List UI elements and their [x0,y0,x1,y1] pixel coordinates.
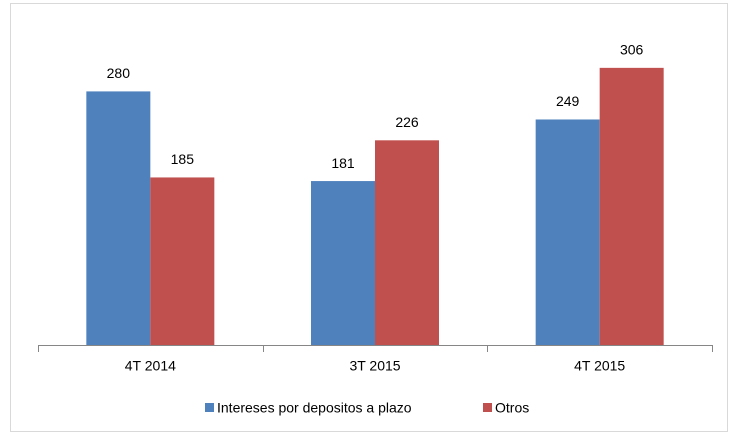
data-label: 306 [620,42,644,58]
data-label: 226 [395,114,419,130]
legend-swatch [483,403,492,412]
data-label: 181 [331,155,355,171]
x-tick-label: 4T 2014 [125,358,176,374]
bar [375,140,439,345]
data-label: 185 [171,151,195,167]
bar [150,177,215,345]
bar [599,67,664,345]
bar [535,119,600,345]
x-tick-label: 3T 2015 [349,358,400,374]
data-label: 249 [556,93,580,109]
data-label: 280 [107,65,131,81]
legend-label: Intereses por depositos a plazo [217,400,412,416]
x-tick-label: 4T 2015 [574,358,625,374]
bar [86,91,151,346]
legend-swatch [205,403,214,412]
legend-label: Otros [495,400,529,416]
bar [311,181,375,345]
